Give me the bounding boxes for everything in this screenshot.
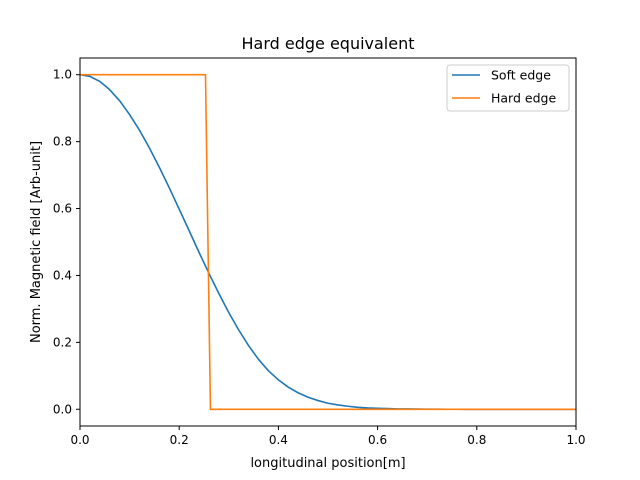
x-tick-label: 0.6 (368, 433, 387, 447)
y-tick-label: 0.6 (53, 202, 72, 216)
series-line-hard-edge (80, 73, 576, 411)
y-axis: 0.0 0.2 0.4 0.6 0.8 1.0 (53, 68, 80, 416)
plot-area (79, 57, 577, 427)
x-axis: 0.0 0.2 0.4 0.6 0.8 1.0 (70, 426, 586, 447)
y-tick-label: 0.4 (53, 268, 72, 282)
x-tick-label: 1.0 (566, 433, 585, 447)
x-axis-label: longitudinal position[m] (250, 456, 405, 471)
y-tick-label: 0.0 (53, 402, 72, 416)
y-tick-label: 0.8 (53, 135, 72, 149)
chart-title: Hard edge equivalent (241, 34, 414, 53)
x-tick-label: 0.2 (170, 433, 189, 447)
y-axis-label: Norm. Magnetic field [Arb-unit] (29, 141, 44, 343)
legend-box (446, 64, 570, 112)
y-tick-label: 1.0 (53, 68, 72, 82)
y-tick-label: 0.2 (53, 335, 72, 349)
axes-frame (79, 57, 577, 427)
legend-label: Hard edge (491, 91, 556, 106)
x-tick-label: 0.4 (269, 433, 288, 447)
legend-label: Soft edge (491, 68, 551, 83)
x-tick-label: 0.8 (467, 433, 486, 447)
x-tick-label: 0.0 (70, 433, 89, 447)
legend: Soft edge Hard edge (446, 64, 570, 112)
series-layer (80, 73, 576, 411)
